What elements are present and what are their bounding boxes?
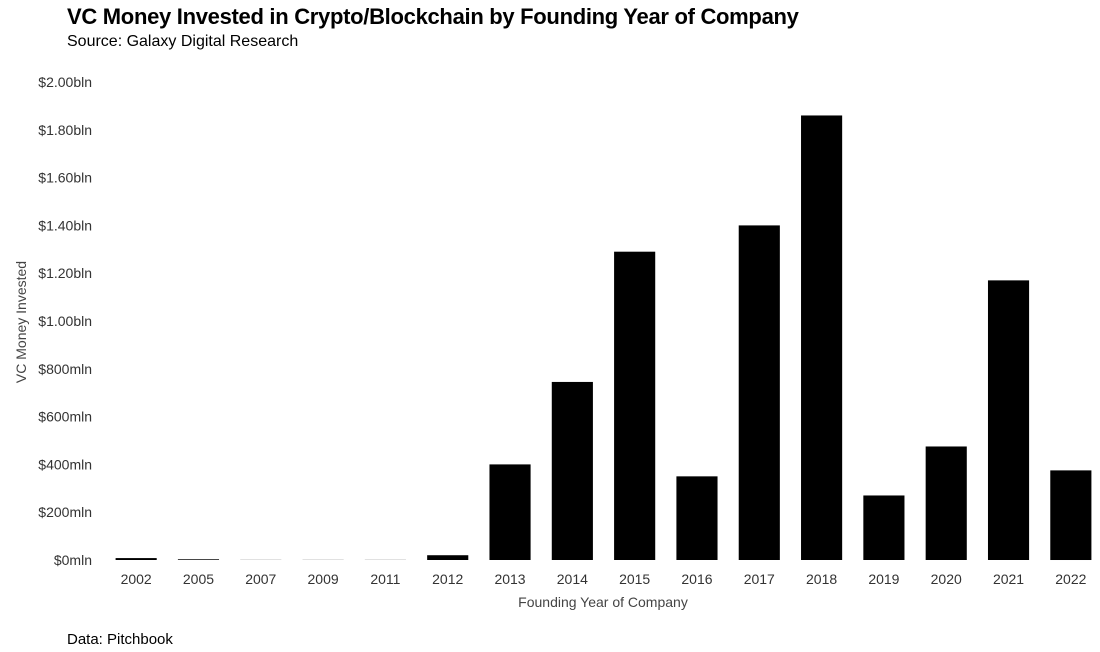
y-axis-title: VC Money Invested bbox=[13, 261, 29, 383]
x-tick-label: 2002 bbox=[121, 571, 152, 587]
bar-2022 bbox=[1050, 470, 1092, 561]
y-tick-label: $2.00bln bbox=[38, 74, 92, 90]
bar-2013 bbox=[489, 464, 531, 560]
bar-2012 bbox=[427, 555, 469, 560]
x-tick-label: 2018 bbox=[806, 571, 837, 587]
x-tick-label: 2022 bbox=[1055, 571, 1086, 587]
x-tick-label: 2011 bbox=[370, 571, 400, 587]
data-source-note: Data: Pitchbook bbox=[67, 631, 173, 648]
bars bbox=[115, 115, 1092, 561]
x-tick-label: 2013 bbox=[494, 571, 525, 587]
bar-2016 bbox=[676, 476, 718, 560]
bar-2018 bbox=[801, 115, 843, 561]
y-tick-label: $600mln bbox=[38, 409, 92, 425]
y-tick-label: $800mln bbox=[38, 361, 92, 377]
x-tick-label: 2020 bbox=[931, 571, 962, 587]
x-tick-label: 2021 bbox=[993, 571, 1024, 587]
x-tick-label: 2019 bbox=[868, 571, 899, 587]
x-tick-label: 2012 bbox=[432, 571, 463, 587]
bar-2014 bbox=[551, 381, 593, 560]
x-axis-ticks: 2002 2005 2007 2009 2011 2012 2013 2014 2015 2016… bbox=[121, 571, 1087, 587]
x-tick-label: 2014 bbox=[557, 571, 588, 587]
chart-subtitle: Source: Galaxy Digital Research bbox=[67, 33, 299, 50]
y-tick-label: $200mln bbox=[38, 504, 92, 520]
y-tick-label: $400mln bbox=[38, 456, 92, 472]
bar-2019 bbox=[863, 495, 905, 560]
bar-2017 bbox=[738, 225, 780, 560]
y-axis-ticks: $0mln $200mln $400mln $600mln $800mln $1.00bl… bbox=[38, 74, 92, 568]
y-tick-label: $1.80bln bbox=[38, 122, 92, 138]
y-tick-label: $1.00bln bbox=[38, 313, 92, 329]
x-tick-label: 2017 bbox=[744, 571, 775, 587]
x-tick-label: 2016 bbox=[681, 571, 712, 587]
bar-2002 bbox=[115, 558, 157, 560]
bar-2021 bbox=[987, 280, 1030, 560]
bar-2020 bbox=[925, 446, 967, 560]
bar-2005 bbox=[177, 559, 220, 560]
bar-2015 bbox=[614, 251, 656, 560]
x-tick-label: 2005 bbox=[183, 571, 214, 587]
x-tick-label: 2007 bbox=[245, 571, 276, 587]
y-tick-label: $1.60bln bbox=[38, 170, 92, 186]
y-tick-label: $0mln bbox=[54, 552, 92, 568]
x-tick-label: 2015 bbox=[619, 571, 650, 587]
chart-title: VC Money Invested in Crypto/Blockchain b… bbox=[67, 4, 799, 29]
y-tick-label: $1.20bln bbox=[38, 265, 92, 281]
x-tick-label: 2009 bbox=[308, 571, 339, 587]
x-axis-title: Founding Year of Company bbox=[518, 594, 688, 610]
y-tick-label: $1.40bln bbox=[38, 217, 92, 233]
